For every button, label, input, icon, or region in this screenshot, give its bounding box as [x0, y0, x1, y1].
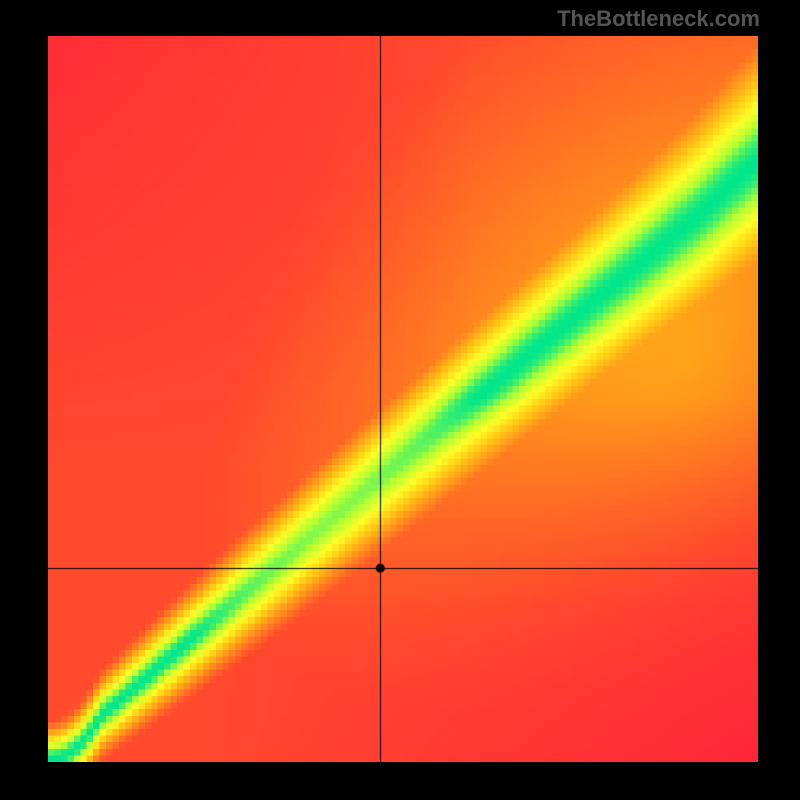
chart-container: TheBottleneck.com: [0, 0, 800, 800]
heatmap-canvas: [48, 36, 758, 762]
watermark-label: TheBottleneck.com: [557, 6, 760, 32]
